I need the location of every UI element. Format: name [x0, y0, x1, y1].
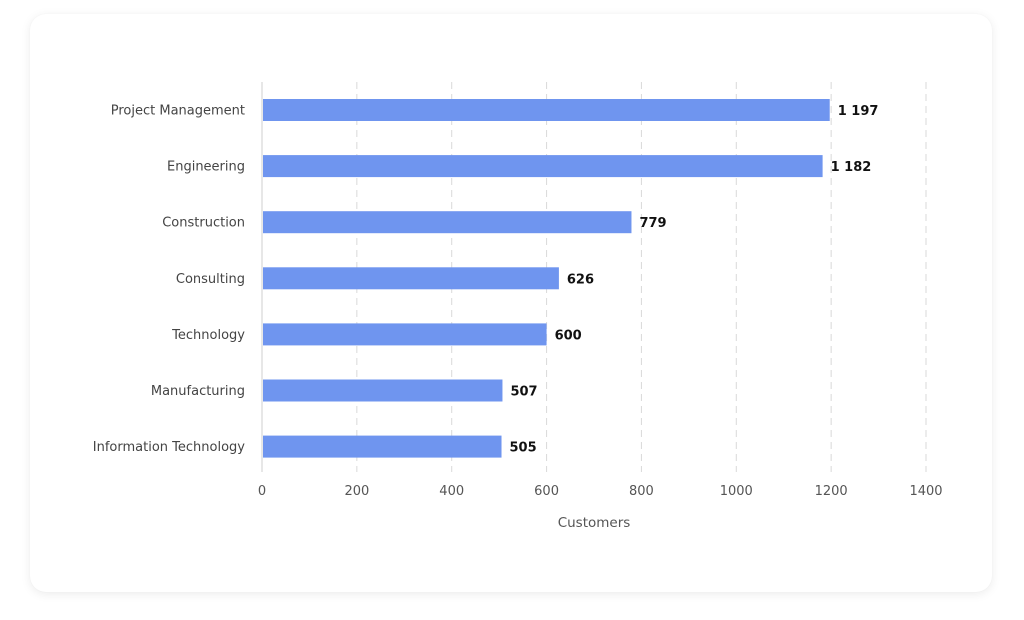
value-label: 507: [510, 385, 537, 400]
bar: [263, 435, 502, 458]
bar: [263, 99, 830, 121]
value-label: 626: [567, 272, 594, 287]
bar: [263, 379, 503, 402]
value-label: 779: [639, 216, 666, 231]
category-label: Manufacturing: [151, 384, 245, 399]
bars: [263, 99, 830, 458]
bar: [263, 267, 559, 290]
category-labels: Project Management Engineering Constructio…: [93, 104, 246, 456]
value-label: 505: [510, 441, 537, 456]
x-tick-label: 1400: [909, 484, 942, 499]
category-label: Information Technology: [93, 440, 246, 455]
category-label: Consulting: [176, 272, 245, 287]
x-axis-title: Customers: [558, 515, 631, 531]
category-label: Technology: [171, 328, 245, 343]
category-label: Project Management: [111, 104, 245, 119]
bar: [263, 323, 547, 346]
x-tick-label: 1200: [815, 484, 848, 499]
x-tick-labels: 0 200 400 600 800 1000 1200 1400: [258, 484, 943, 499]
value-labels: 1 197 1 182 779 626 600 507 505: [510, 104, 879, 456]
value-label: 1 182: [831, 160, 872, 175]
category-label: Engineering: [167, 160, 245, 175]
bar: [263, 211, 632, 234]
x-tick-label: 800: [629, 484, 654, 499]
bar: [263, 155, 823, 178]
x-tick-label: 400: [439, 484, 464, 499]
value-label: 600: [555, 328, 582, 343]
x-tick-label: 1000: [720, 484, 753, 499]
value-label: 1 197: [838, 104, 879, 119]
x-tick-label: 600: [534, 484, 559, 499]
category-label: Construction: [162, 216, 245, 231]
x-tick-label: 0: [258, 484, 266, 499]
x-tick-label: 200: [344, 484, 369, 499]
